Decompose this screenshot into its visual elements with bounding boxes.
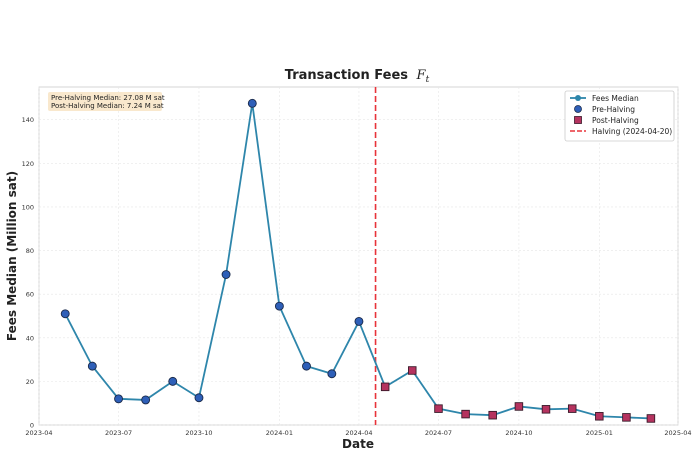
pre-halving-point [247, 98, 257, 108]
pre-halving-point [168, 376, 178, 386]
pre-halving-point [274, 301, 284, 311]
chart-title-symbol: F [416, 68, 427, 83]
post-halving-points [380, 366, 656, 423]
y-tick-label: 140 [22, 116, 34, 124]
pre-halving-point [302, 361, 311, 371]
y-tick-label: 20 [26, 378, 34, 386]
post-halving-point [380, 382, 390, 392]
post-halving-point [514, 402, 524, 411]
post-halving-point [622, 413, 631, 422]
y-tick-label: 120 [22, 160, 34, 168]
x-tick-label: 2023-04 [25, 429, 52, 437]
legend-label-fees-median: Fees Median [592, 94, 639, 103]
pre-halving-points [60, 98, 364, 405]
pre-halving-point [114, 394, 123, 404]
post-halving-point [461, 409, 470, 419]
legend-pre-halving-marker [574, 105, 582, 113]
chart-title: Transaction Fees Ft [285, 68, 430, 85]
plot-area [38, 86, 679, 426]
chart-title-subscript: t [426, 75, 430, 85]
annotation-line-1: Pre-Halving Median: 27.08 M sat [51, 94, 165, 102]
y-tick-label: 60 [26, 291, 34, 299]
y-tick-label: 0 [30, 422, 34, 430]
y-tick-label: 40 [26, 334, 34, 342]
pre-halving-point [354, 316, 364, 326]
x-tick-label: 2024-10 [505, 429, 532, 437]
legend-label-pre-halving: Pre-Halving [592, 105, 635, 114]
y-tick-label: 80 [26, 247, 34, 255]
post-halving-point [646, 414, 656, 423]
y-axis-ticks: 0 20 40 60 80 100 120 140 [22, 116, 34, 429]
legend-line-marker [575, 95, 581, 101]
pre-halving-point [327, 369, 337, 379]
y-tick-label: 100 [22, 203, 34, 211]
median-annotation: Pre-Halving Median: 27.08 M sat Post-Hal… [48, 92, 165, 111]
legend-label-post-halving: Post-Halving [592, 116, 639, 125]
x-tick-label: 2023-07 [105, 429, 132, 437]
x-axis-ticks: 2023-04 2023-07 2023-10 2024-01 2024-04 2024-… [25, 429, 691, 437]
x-axis-label: Date [342, 437, 374, 451]
post-halving-point [434, 404, 443, 413]
annotation-box [48, 92, 162, 111]
x-tick-label: 2024-01 [266, 429, 293, 437]
legend-post-halving-marker [574, 116, 582, 124]
x-tick-label: 2025-01 [586, 429, 613, 437]
x-tick-label: 2025-04 [664, 429, 691, 437]
annotation-line-2: Post-Halving Median: 7.24 M sat [51, 102, 164, 110]
pre-halving-point [221, 270, 231, 279]
x-tick-label: 2023-10 [185, 429, 212, 437]
post-halving-point [541, 405, 551, 414]
post-halving-point [408, 366, 417, 375]
pre-halving-point [60, 309, 70, 319]
pre-halving-point [87, 361, 97, 371]
x-tick-label: 2024-04 [345, 429, 372, 437]
legend-label-halving: Halving (2024-04-20) [592, 127, 672, 136]
pre-halving-point [194, 393, 204, 403]
post-halving-point [567, 404, 577, 413]
legend: Fees Median Pre-Halving Post-Halving Hal… [564, 90, 675, 142]
y-axis-label: Fees Median (Million sat) [5, 171, 19, 341]
x-tick-label: 2024-07 [425, 429, 452, 437]
legend-box [564, 90, 675, 142]
pre-halving-point [141, 395, 151, 405]
chart-title-text: Transaction Fees [285, 68, 408, 83]
post-halving-point [488, 410, 497, 420]
post-halving-point [595, 412, 604, 421]
